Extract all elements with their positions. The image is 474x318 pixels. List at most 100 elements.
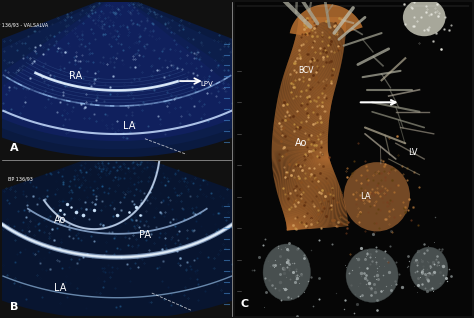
Polygon shape <box>273 129 328 138</box>
Polygon shape <box>274 159 330 182</box>
Polygon shape <box>273 126 328 135</box>
Polygon shape <box>281 85 331 106</box>
Text: LA: LA <box>54 283 66 294</box>
Text: LV: LV <box>408 148 417 157</box>
Polygon shape <box>298 28 346 38</box>
Polygon shape <box>275 161 330 187</box>
Polygon shape <box>288 63 335 89</box>
Text: BP 136/93: BP 136/93 <box>9 177 33 182</box>
Polygon shape <box>273 156 329 170</box>
Polygon shape <box>273 157 329 177</box>
Polygon shape <box>274 123 328 133</box>
Polygon shape <box>283 76 332 100</box>
Polygon shape <box>272 150 328 152</box>
Text: BCV: BCV <box>298 66 313 75</box>
Polygon shape <box>298 27 346 38</box>
Polygon shape <box>275 115 328 126</box>
Polygon shape <box>281 172 335 206</box>
Polygon shape <box>289 59 336 85</box>
Polygon shape <box>274 121 328 131</box>
Polygon shape <box>299 20 346 23</box>
Polygon shape <box>272 152 328 157</box>
Polygon shape <box>296 34 344 50</box>
Polygon shape <box>274 159 329 181</box>
Polygon shape <box>294 42 342 62</box>
Polygon shape <box>278 98 330 114</box>
Polygon shape <box>289 59 337 84</box>
Polygon shape <box>274 118 328 129</box>
Polygon shape <box>284 73 333 98</box>
Polygon shape <box>287 223 348 230</box>
Polygon shape <box>285 70 333 96</box>
Polygon shape <box>287 220 348 230</box>
Polygon shape <box>283 78 332 102</box>
Polygon shape <box>273 156 329 171</box>
Polygon shape <box>299 19 346 21</box>
Polygon shape <box>281 83 331 105</box>
Polygon shape <box>298 23 346 30</box>
Polygon shape <box>282 80 332 104</box>
Polygon shape <box>278 166 332 197</box>
Polygon shape <box>285 186 340 218</box>
Polygon shape <box>281 86 331 107</box>
Polygon shape <box>287 221 348 230</box>
Polygon shape <box>286 192 342 222</box>
Polygon shape <box>297 29 345 40</box>
Polygon shape <box>282 81 331 104</box>
Polygon shape <box>277 164 331 194</box>
Polygon shape <box>274 120 328 130</box>
Polygon shape <box>284 182 338 216</box>
Polygon shape <box>285 70 334 95</box>
Polygon shape <box>276 109 329 122</box>
Polygon shape <box>290 55 337 80</box>
Wedge shape <box>0 0 327 157</box>
Ellipse shape <box>346 249 398 302</box>
Polygon shape <box>272 148 328 149</box>
Polygon shape <box>297 32 345 47</box>
Polygon shape <box>277 101 329 116</box>
Polygon shape <box>284 185 339 218</box>
Ellipse shape <box>263 244 310 301</box>
Text: A: A <box>9 143 18 153</box>
Polygon shape <box>279 91 330 110</box>
Polygon shape <box>287 65 335 91</box>
Text: LA: LA <box>360 192 370 201</box>
Polygon shape <box>275 161 330 186</box>
Polygon shape <box>275 113 329 125</box>
Polygon shape <box>290 54 338 79</box>
Polygon shape <box>295 40 342 59</box>
Polygon shape <box>275 160 330 185</box>
Polygon shape <box>298 26 346 36</box>
Polygon shape <box>287 205 346 227</box>
Polygon shape <box>291 54 338 79</box>
Polygon shape <box>278 94 330 112</box>
Polygon shape <box>279 92 330 110</box>
Polygon shape <box>275 112 329 124</box>
Polygon shape <box>274 159 330 183</box>
Polygon shape <box>285 189 341 220</box>
Polygon shape <box>287 218 347 230</box>
Polygon shape <box>272 154 328 164</box>
Polygon shape <box>272 137 328 143</box>
Polygon shape <box>290 4 363 36</box>
Polygon shape <box>276 108 329 121</box>
Polygon shape <box>273 157 329 174</box>
Polygon shape <box>286 195 343 223</box>
Polygon shape <box>288 61 336 87</box>
Text: PA: PA <box>139 230 151 240</box>
Polygon shape <box>292 49 339 72</box>
Polygon shape <box>296 33 344 48</box>
Text: LA: LA <box>123 121 135 131</box>
Text: BP 136/93 - VALSALVA: BP 136/93 - VALSALVA <box>0 23 48 27</box>
Polygon shape <box>277 100 329 116</box>
Polygon shape <box>292 50 339 74</box>
Polygon shape <box>279 167 333 200</box>
Polygon shape <box>299 18 346 20</box>
Polygon shape <box>276 106 329 120</box>
Polygon shape <box>273 128 328 137</box>
Polygon shape <box>272 146 328 148</box>
Polygon shape <box>272 142 328 146</box>
Polygon shape <box>296 35 344 52</box>
Polygon shape <box>285 185 340 218</box>
Polygon shape <box>278 96 330 113</box>
